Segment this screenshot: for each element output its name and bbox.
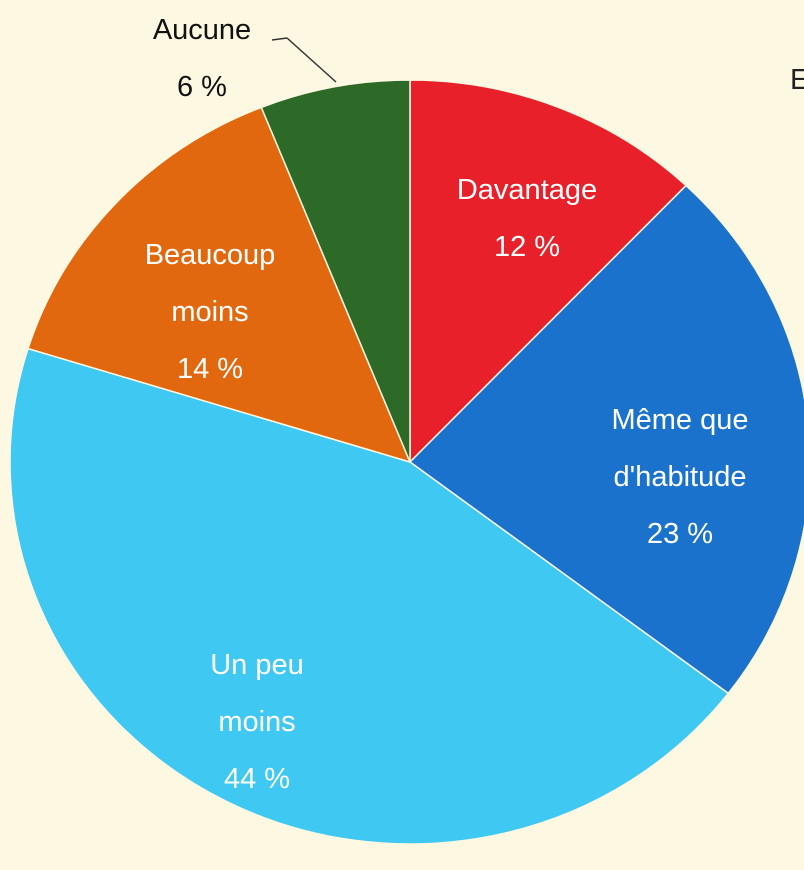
slice-label: Un peu moins 44 % xyxy=(182,637,332,808)
category-label: Même que d'habitude xyxy=(611,404,749,493)
leader-line xyxy=(286,37,337,83)
category-label: Beaucoup moins xyxy=(144,239,276,328)
value-label: 12 % xyxy=(493,231,561,263)
annotation: E xyxy=(790,64,804,96)
slice-label: Même que d'habitude 23 % xyxy=(575,392,785,563)
value-label: 6 % xyxy=(177,71,227,103)
value-label: 14 % xyxy=(176,353,244,385)
leader-line xyxy=(271,37,288,41)
category-label: Aucune xyxy=(152,14,252,46)
value-label: 44 % xyxy=(223,763,291,795)
pie-slice xyxy=(408,184,804,695)
slice-label: Beaucoup moins 14 % xyxy=(110,227,310,398)
pie-slice xyxy=(9,347,730,845)
pie-slice xyxy=(27,106,412,464)
slice-label: Aucune 6 % xyxy=(102,2,302,116)
category-label: Davantage xyxy=(456,174,598,206)
value-label: 23 % xyxy=(646,518,714,550)
pie-slice xyxy=(409,79,688,464)
pie-slice xyxy=(260,79,411,463)
category-label: Un peu moins xyxy=(210,649,304,738)
slice-label: Davantage 12 % xyxy=(397,162,657,276)
